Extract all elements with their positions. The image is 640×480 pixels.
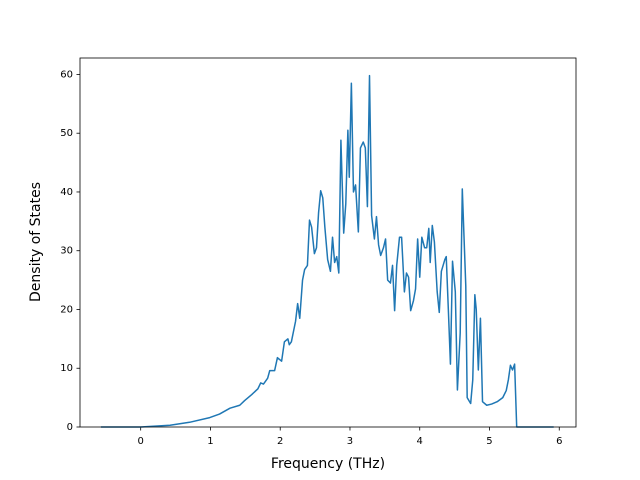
y-tick-label: 50 — [60, 128, 73, 139]
x-tick-label: 0 — [138, 436, 144, 447]
y-tick-label: 40 — [60, 187, 73, 198]
y-tick-label: 30 — [60, 246, 73, 257]
y-axis-label: Density of States — [28, 182, 44, 302]
data-line — [100, 74, 554, 428]
axes-frame — [79, 57, 577, 428]
x-tick-label: 3 — [347, 436, 353, 447]
x-tick-label: 2 — [277, 436, 283, 447]
x-tick-label: 1 — [207, 436, 213, 447]
y-tick-label: 10 — [60, 363, 73, 374]
x-tick-label: 4 — [417, 436, 423, 447]
y-tick-label: 60 — [60, 69, 73, 80]
y-tick-label: 20 — [60, 304, 73, 315]
x-tick-label: 6 — [556, 436, 562, 447]
y-tick-label: 0 — [67, 422, 73, 433]
x-tick-label: 5 — [486, 436, 492, 447]
x-axis-label: Frequency (THz) — [271, 456, 385, 472]
